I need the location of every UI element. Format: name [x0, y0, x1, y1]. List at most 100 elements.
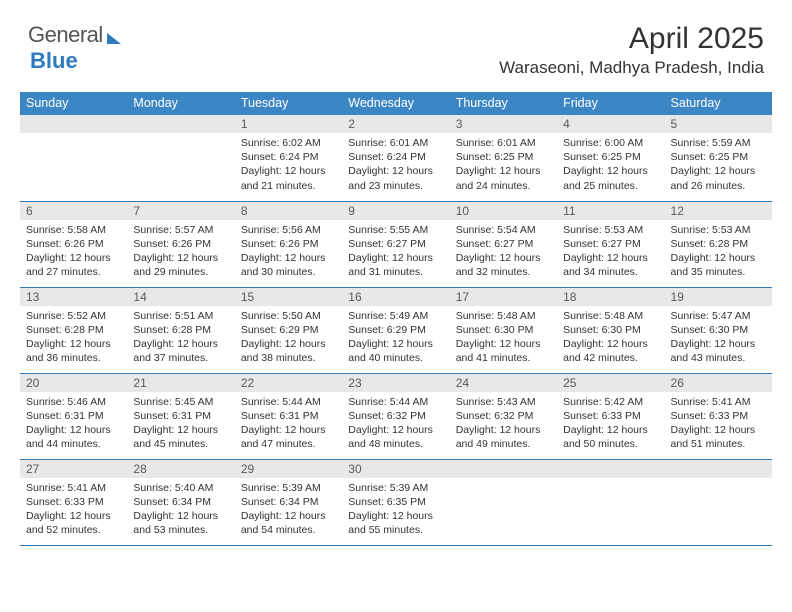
day-details: Sunrise: 5:48 AMSunset: 6:30 PMDaylight:… — [450, 306, 557, 370]
day-number: 19 — [665, 288, 772, 306]
triangle-icon — [107, 33, 121, 44]
day-number: 1 — [235, 115, 342, 133]
day-number: 16 — [342, 288, 449, 306]
calendar-cell: 12Sunrise: 5:53 AMSunset: 6:28 PMDayligh… — [665, 201, 772, 287]
day-details: Sunrise: 5:39 AMSunset: 6:34 PMDaylight:… — [235, 478, 342, 542]
empty-daynum — [127, 115, 234, 133]
day-number: 2 — [342, 115, 449, 133]
day-number: 24 — [450, 374, 557, 392]
day-details: Sunrise: 5:56 AMSunset: 6:26 PMDaylight:… — [235, 220, 342, 284]
day-number: 4 — [557, 115, 664, 133]
day-number: 18 — [557, 288, 664, 306]
calendar-cell: 4Sunrise: 6:00 AMSunset: 6:25 PMDaylight… — [557, 115, 664, 201]
day-details: Sunrise: 5:52 AMSunset: 6:28 PMDaylight:… — [20, 306, 127, 370]
calendar-cell: 29Sunrise: 5:39 AMSunset: 6:34 PMDayligh… — [235, 459, 342, 545]
calendar-cell: 23Sunrise: 5:44 AMSunset: 6:32 PMDayligh… — [342, 373, 449, 459]
location-subtitle: Waraseoni, Madhya Pradesh, India — [499, 58, 764, 78]
calendar-cell: 5Sunrise: 5:59 AMSunset: 6:25 PMDaylight… — [665, 115, 772, 201]
day-details: Sunrise: 5:43 AMSunset: 6:32 PMDaylight:… — [450, 392, 557, 456]
day-number: 21 — [127, 374, 234, 392]
calendar-cell: 19Sunrise: 5:47 AMSunset: 6:30 PMDayligh… — [665, 287, 772, 373]
day-details: Sunrise: 5:48 AMSunset: 6:30 PMDaylight:… — [557, 306, 664, 370]
day-number: 12 — [665, 202, 772, 220]
empty-daynum — [665, 460, 772, 478]
calendar-cell — [450, 459, 557, 545]
day-details: Sunrise: 5:57 AMSunset: 6:26 PMDaylight:… — [127, 220, 234, 284]
day-details: Sunrise: 5:44 AMSunset: 6:32 PMDaylight:… — [342, 392, 449, 456]
day-number: 20 — [20, 374, 127, 392]
day-details: Sunrise: 6:02 AMSunset: 6:24 PMDaylight:… — [235, 133, 342, 197]
calendar-cell: 28Sunrise: 5:40 AMSunset: 6:34 PMDayligh… — [127, 459, 234, 545]
calendar-cell: 25Sunrise: 5:42 AMSunset: 6:33 PMDayligh… — [557, 373, 664, 459]
day-details: Sunrise: 5:51 AMSunset: 6:28 PMDaylight:… — [127, 306, 234, 370]
day-number: 11 — [557, 202, 664, 220]
col-sunday: Sunday — [20, 92, 127, 115]
calendar-row: 1Sunrise: 6:02 AMSunset: 6:24 PMDaylight… — [20, 115, 772, 201]
day-number: 14 — [127, 288, 234, 306]
title-block: April 2025 Waraseoni, Madhya Pradesh, In… — [499, 22, 764, 78]
calendar-cell: 26Sunrise: 5:41 AMSunset: 6:33 PMDayligh… — [665, 373, 772, 459]
calendar-cell: 21Sunrise: 5:45 AMSunset: 6:31 PMDayligh… — [127, 373, 234, 459]
calendar-cell: 10Sunrise: 5:54 AMSunset: 6:27 PMDayligh… — [450, 201, 557, 287]
day-number: 29 — [235, 460, 342, 478]
calendar-cell: 16Sunrise: 5:49 AMSunset: 6:29 PMDayligh… — [342, 287, 449, 373]
calendar-row: 27Sunrise: 5:41 AMSunset: 6:33 PMDayligh… — [20, 459, 772, 545]
col-wednesday: Wednesday — [342, 92, 449, 115]
day-number: 22 — [235, 374, 342, 392]
day-details: Sunrise: 5:46 AMSunset: 6:31 PMDaylight:… — [20, 392, 127, 456]
calendar-cell: 8Sunrise: 5:56 AMSunset: 6:26 PMDaylight… — [235, 201, 342, 287]
day-details: Sunrise: 5:47 AMSunset: 6:30 PMDaylight:… — [665, 306, 772, 370]
col-monday: Monday — [127, 92, 234, 115]
day-details: Sunrise: 5:41 AMSunset: 6:33 PMDaylight:… — [665, 392, 772, 456]
day-details: Sunrise: 5:45 AMSunset: 6:31 PMDaylight:… — [127, 392, 234, 456]
day-details: Sunrise: 5:58 AMSunset: 6:26 PMDaylight:… — [20, 220, 127, 284]
calendar-cell: 20Sunrise: 5:46 AMSunset: 6:31 PMDayligh… — [20, 373, 127, 459]
calendar-cell: 3Sunrise: 6:01 AMSunset: 6:25 PMDaylight… — [450, 115, 557, 201]
col-saturday: Saturday — [665, 92, 772, 115]
calendar-cell: 17Sunrise: 5:48 AMSunset: 6:30 PMDayligh… — [450, 287, 557, 373]
day-details: Sunrise: 5:53 AMSunset: 6:28 PMDaylight:… — [665, 220, 772, 284]
day-number: 13 — [20, 288, 127, 306]
day-number: 17 — [450, 288, 557, 306]
brand-word2: Blue — [30, 48, 78, 74]
day-details: Sunrise: 5:54 AMSunset: 6:27 PMDaylight:… — [450, 220, 557, 284]
calendar-cell: 18Sunrise: 5:48 AMSunset: 6:30 PMDayligh… — [557, 287, 664, 373]
header: General April 2025 Waraseoni, Madhya Pra… — [0, 0, 792, 84]
brand-word1: General — [28, 22, 103, 48]
calendar-row: 20Sunrise: 5:46 AMSunset: 6:31 PMDayligh… — [20, 373, 772, 459]
calendar-cell: 1Sunrise: 6:02 AMSunset: 6:24 PMDaylight… — [235, 115, 342, 201]
day-details: Sunrise: 5:55 AMSunset: 6:27 PMDaylight:… — [342, 220, 449, 284]
day-number: 28 — [127, 460, 234, 478]
day-details: Sunrise: 5:50 AMSunset: 6:29 PMDaylight:… — [235, 306, 342, 370]
day-details: Sunrise: 5:53 AMSunset: 6:27 PMDaylight:… — [557, 220, 664, 284]
calendar-cell — [665, 459, 772, 545]
day-details: Sunrise: 6:00 AMSunset: 6:25 PMDaylight:… — [557, 133, 664, 197]
brand-logo: General — [28, 22, 123, 48]
day-number: 7 — [127, 202, 234, 220]
calendar-cell: 6Sunrise: 5:58 AMSunset: 6:26 PMDaylight… — [20, 201, 127, 287]
calendar-cell: 9Sunrise: 5:55 AMSunset: 6:27 PMDaylight… — [342, 201, 449, 287]
calendar-cell: 13Sunrise: 5:52 AMSunset: 6:28 PMDayligh… — [20, 287, 127, 373]
day-number: 30 — [342, 460, 449, 478]
col-friday: Friday — [557, 92, 664, 115]
weekday-header-row: Sunday Monday Tuesday Wednesday Thursday… — [20, 92, 772, 115]
calendar-cell — [127, 115, 234, 201]
empty-daynum — [450, 460, 557, 478]
day-details: Sunrise: 5:44 AMSunset: 6:31 PMDaylight:… — [235, 392, 342, 456]
day-number: 15 — [235, 288, 342, 306]
day-details: Sunrise: 5:42 AMSunset: 6:33 PMDaylight:… — [557, 392, 664, 456]
calendar-cell: 22Sunrise: 5:44 AMSunset: 6:31 PMDayligh… — [235, 373, 342, 459]
empty-daynum — [557, 460, 664, 478]
calendar-cell: 11Sunrise: 5:53 AMSunset: 6:27 PMDayligh… — [557, 201, 664, 287]
calendar-cell: 15Sunrise: 5:50 AMSunset: 6:29 PMDayligh… — [235, 287, 342, 373]
calendar-row: 6Sunrise: 5:58 AMSunset: 6:26 PMDaylight… — [20, 201, 772, 287]
calendar-cell: 7Sunrise: 5:57 AMSunset: 6:26 PMDaylight… — [127, 201, 234, 287]
day-number: 6 — [20, 202, 127, 220]
col-thursday: Thursday — [450, 92, 557, 115]
day-number: 23 — [342, 374, 449, 392]
day-details: Sunrise: 5:39 AMSunset: 6:35 PMDaylight:… — [342, 478, 449, 542]
day-number: 9 — [342, 202, 449, 220]
calendar-table: Sunday Monday Tuesday Wednesday Thursday… — [20, 92, 772, 546]
calendar-cell: 2Sunrise: 6:01 AMSunset: 6:24 PMDaylight… — [342, 115, 449, 201]
day-number: 26 — [665, 374, 772, 392]
